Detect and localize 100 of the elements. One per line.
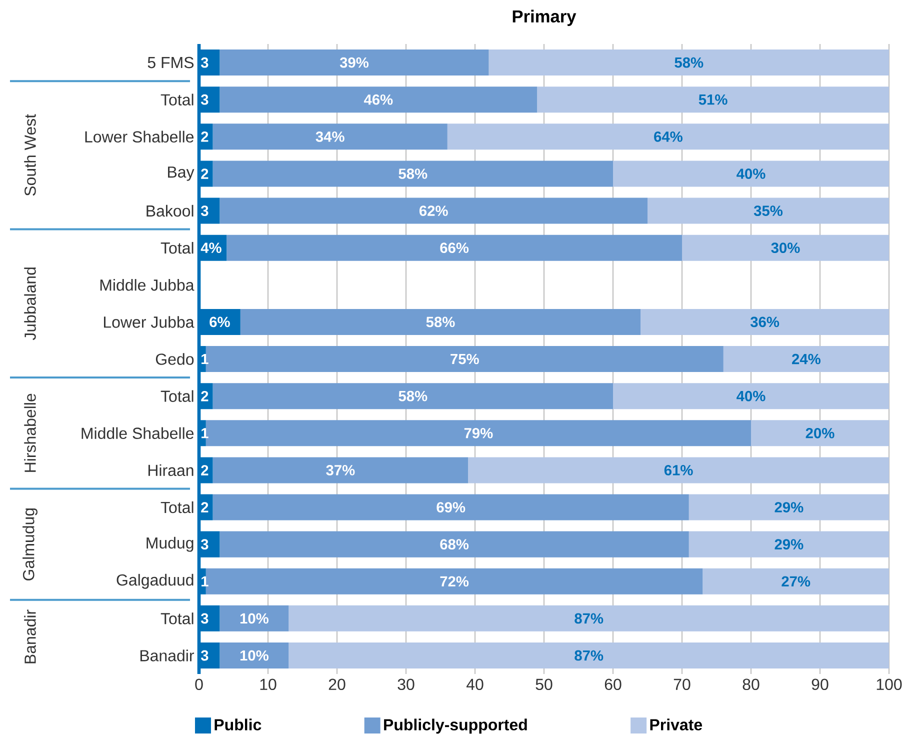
bar xyxy=(723,346,890,372)
data-label: 2 xyxy=(201,168,208,179)
x-tick-label: 50 xyxy=(536,678,552,690)
data-label: 64% xyxy=(654,131,682,142)
data-label: 72% xyxy=(440,576,469,587)
bar xyxy=(220,198,648,224)
data-label: 29% xyxy=(774,502,804,512)
data-label: 75% xyxy=(450,354,479,364)
bar xyxy=(240,308,641,335)
bar xyxy=(226,234,682,261)
data-label: 3 xyxy=(200,650,208,661)
bar xyxy=(488,50,890,76)
legend-label: Publicly-supported xyxy=(384,718,527,734)
data-label: 2 xyxy=(201,390,208,402)
y-tick-label: Hiraan xyxy=(148,464,194,476)
data-label: 1 xyxy=(202,576,208,586)
y-tick-label: Banadir xyxy=(140,650,194,662)
data-label: 27% xyxy=(782,576,810,587)
bar xyxy=(468,457,890,484)
data-label: 10% xyxy=(240,613,268,624)
bar xyxy=(220,642,289,668)
data-label: 2 xyxy=(201,502,208,512)
data-label: 40% xyxy=(736,168,766,179)
data-label: 36% xyxy=(750,316,780,328)
data-label: 29% xyxy=(774,539,804,550)
y-tick-label: Middle Jubba xyxy=(100,279,194,291)
bar xyxy=(288,642,890,668)
y-tick-label: Total xyxy=(160,94,194,106)
y-tick-label: Bay xyxy=(168,166,194,181)
bar xyxy=(212,383,614,410)
bar xyxy=(613,383,890,410)
data-label: 40% xyxy=(736,390,766,402)
data-label: 1 xyxy=(202,354,208,364)
x-tick-label: 90 xyxy=(812,678,828,690)
bar xyxy=(640,308,890,335)
data-label: 58% xyxy=(398,390,428,402)
data-label: 68% xyxy=(440,539,469,550)
bar xyxy=(220,605,289,632)
data-label: 24% xyxy=(792,354,820,364)
text: Galmudug xyxy=(22,508,38,580)
data-label: 46% xyxy=(364,94,393,105)
data-label: 79% xyxy=(464,428,493,438)
legend-label: Private xyxy=(650,718,702,730)
y-tick-label: Lower Shabelle xyxy=(85,130,194,143)
data-label: 3 xyxy=(200,57,208,68)
bar xyxy=(702,568,890,594)
y-tick-label: 5 FMS xyxy=(148,56,194,68)
bar xyxy=(751,420,890,446)
data-label: 20% xyxy=(806,428,834,438)
bar xyxy=(220,531,689,558)
data-label: 87% xyxy=(574,650,604,661)
text: South West xyxy=(24,114,36,196)
y-tick-label: Total xyxy=(160,242,194,254)
x-tick-label: 60 xyxy=(604,678,622,690)
data-label: 4% xyxy=(200,242,222,253)
data-label: 3 xyxy=(200,206,208,216)
data-label: 3 xyxy=(200,94,208,105)
bar xyxy=(688,531,890,558)
y-tick-label: Middle Shabelle xyxy=(82,427,194,439)
bar xyxy=(537,86,890,113)
data-label: 2 xyxy=(201,132,208,142)
legend-label: Public xyxy=(214,718,262,730)
x-tick-label: 70 xyxy=(674,678,690,690)
data-label: 51% xyxy=(698,94,728,105)
x-tick-label: 20 xyxy=(328,678,346,690)
data-label: 69% xyxy=(436,502,466,512)
data-label: 30% xyxy=(771,242,800,254)
bar xyxy=(447,124,890,150)
y-tick-label: Bakool xyxy=(146,204,194,217)
data-label: 35% xyxy=(754,206,783,216)
data-label: 87% xyxy=(574,613,604,624)
x-tick-label: 30 xyxy=(398,678,414,690)
data-label: 58% xyxy=(426,316,455,328)
text: Hirshabelle xyxy=(24,394,36,472)
bar xyxy=(682,234,890,261)
bar xyxy=(688,494,890,520)
data-label: 61% xyxy=(664,465,693,476)
bar xyxy=(220,86,538,113)
data-label: 6% xyxy=(210,316,230,328)
bar xyxy=(613,160,890,187)
data-label: 37% xyxy=(326,465,355,476)
chart-title: Primary xyxy=(512,10,576,26)
text: Jubbaland xyxy=(24,268,36,340)
x-tick-label: 80 xyxy=(742,678,760,690)
y-tick-label: Lower Jubba xyxy=(104,316,194,328)
bar xyxy=(212,494,689,520)
data-label: 62% xyxy=(419,206,448,216)
x-tick-label: 0 xyxy=(195,678,203,690)
data-label: 10% xyxy=(240,650,268,661)
data-label: 34% xyxy=(316,131,344,142)
x-tick-label: 40 xyxy=(466,678,484,690)
bar xyxy=(212,160,614,187)
data-label: 66% xyxy=(440,242,469,254)
x-tick-label: 10 xyxy=(260,678,276,690)
bar xyxy=(212,124,448,150)
data-label: 3 xyxy=(200,539,208,550)
x-tick-label: 100 xyxy=(876,678,902,690)
data-label: 2 xyxy=(201,465,208,476)
bar xyxy=(288,605,890,632)
data-label: 39% xyxy=(340,57,369,68)
